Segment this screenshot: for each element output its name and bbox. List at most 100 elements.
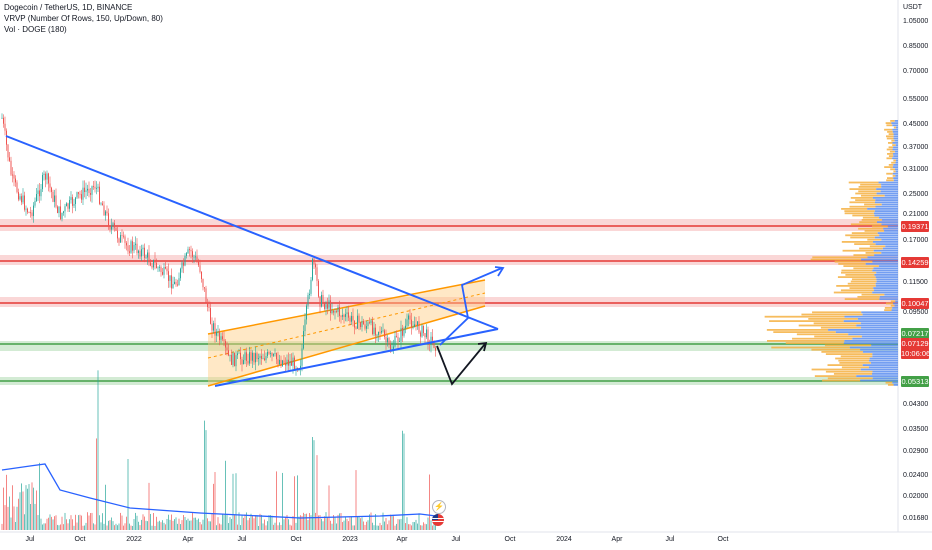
vrvp-row-down bbox=[855, 199, 876, 201]
vrvp-row-down bbox=[884, 128, 893, 131]
candle-body bbox=[243, 360, 244, 365]
vrvp-row-up bbox=[893, 153, 898, 155]
vrvp-row-up bbox=[893, 164, 898, 166]
candle-body bbox=[183, 262, 184, 266]
candle-body bbox=[135, 243, 136, 245]
volume-bar bbox=[228, 523, 229, 530]
time-axis-tick: 2024 bbox=[556, 536, 572, 543]
candle-body bbox=[288, 359, 289, 366]
price-axis-tick: 0.17000 bbox=[903, 237, 929, 244]
candle-body bbox=[3, 117, 4, 124]
candle-body bbox=[337, 306, 339, 312]
vrvp-legend[interactable]: VRVP (Number Of Rows, 150, Up/Down, 80) bbox=[4, 14, 163, 23]
vrvp-row-down bbox=[884, 307, 893, 309]
descending-trendline[interactable] bbox=[5, 135, 499, 330]
candle-body bbox=[402, 327, 403, 336]
candle-body bbox=[279, 359, 280, 365]
vrvp-row-up bbox=[875, 285, 898, 287]
vrvp-row-down bbox=[813, 322, 861, 325]
vrvp-row-down bbox=[841, 269, 873, 272]
volume-bar bbox=[325, 512, 327, 530]
volume-bar bbox=[336, 523, 337, 530]
vrvp-row-up bbox=[881, 223, 898, 226]
candle-body bbox=[223, 339, 225, 342]
ascending-trendline[interactable] bbox=[214, 328, 499, 387]
volume-bar bbox=[76, 522, 78, 530]
candle-body bbox=[316, 267, 318, 281]
symbol-legend[interactable]: Dogecoin / TetherUS, 1D, BINANCE bbox=[4, 3, 133, 12]
candle-body bbox=[418, 321, 420, 333]
vrvp-row-down bbox=[849, 205, 876, 208]
vrvp-row-down bbox=[824, 344, 872, 347]
volume-bar bbox=[397, 519, 399, 530]
bullish-projection-arrow[interactable] bbox=[439, 267, 503, 346]
price-axis-tick: 0.21000 bbox=[903, 211, 929, 218]
vol-legend[interactable]: Vol · DOGE (180) bbox=[4, 25, 67, 34]
candle-body bbox=[217, 331, 219, 333]
candle-body bbox=[63, 211, 64, 213]
candle-body bbox=[234, 352, 235, 367]
candle-body bbox=[67, 203, 69, 209]
vrvp-row-up bbox=[875, 282, 898, 285]
candle-body bbox=[387, 338, 388, 343]
us-flag-icon[interactable] bbox=[432, 514, 444, 526]
vrvp-row-up bbox=[893, 179, 898, 182]
candle-body bbox=[327, 304, 328, 309]
vrvp-row-up bbox=[892, 172, 898, 175]
vrvp-row-up bbox=[880, 190, 898, 193]
vrvp-row-down bbox=[855, 192, 877, 195]
volume-bar bbox=[310, 515, 312, 530]
support-zone-005313[interactable] bbox=[0, 377, 898, 385]
volume-bar bbox=[243, 517, 244, 530]
time-axis-tick: Oct bbox=[74, 536, 86, 543]
volume-bar bbox=[229, 517, 231, 530]
volume-bar bbox=[82, 525, 84, 530]
candle-body bbox=[151, 265, 153, 268]
vrvp-row-up bbox=[895, 170, 898, 173]
volume-bar bbox=[72, 519, 73, 530]
volume-bar bbox=[414, 522, 415, 530]
vrvp-row-up bbox=[867, 208, 898, 210]
candle-body bbox=[426, 329, 427, 338]
price-level-label: 0.19371 bbox=[901, 221, 929, 232]
candle-body bbox=[265, 356, 267, 361]
candle-body bbox=[108, 213, 109, 227]
ascending-channel[interactable] bbox=[208, 280, 485, 386]
resistance-zone-010047[interactable] bbox=[0, 297, 898, 307]
volume-bar bbox=[289, 524, 291, 530]
vrvp-row-up bbox=[881, 219, 898, 221]
vrvp-row-down bbox=[841, 366, 869, 369]
candle-body bbox=[69, 200, 70, 209]
candle-body bbox=[238, 352, 240, 354]
lightning-icon[interactable]: ⚡ bbox=[432, 500, 446, 514]
volume-bar bbox=[420, 525, 421, 530]
candle-body bbox=[78, 192, 79, 194]
candle-body bbox=[364, 324, 366, 329]
vrvp-row-up bbox=[894, 304, 898, 307]
vrvp-row-up bbox=[892, 307, 898, 309]
volume-bar bbox=[307, 519, 309, 530]
resistance-zone-019371[interactable] bbox=[0, 219, 898, 231]
vrvp-row-down bbox=[869, 245, 886, 248]
bearish-projection-arrow[interactable] bbox=[436, 343, 486, 386]
candle-body bbox=[121, 235, 123, 236]
vrvp-row-up bbox=[865, 263, 898, 265]
support-zone-007217[interactable] bbox=[0, 341, 898, 351]
resistance-zone-014259[interactable] bbox=[0, 255, 898, 265]
price-axis-tick: 0.02900 bbox=[903, 448, 929, 455]
candle-body bbox=[49, 183, 51, 188]
volume-bar bbox=[394, 525, 396, 530]
volume-bar bbox=[373, 525, 375, 530]
vrvp-row-up bbox=[861, 311, 898, 314]
volume-bar bbox=[363, 521, 364, 530]
volume-bar bbox=[199, 522, 201, 530]
volume-bar bbox=[9, 496, 10, 530]
price-level-label: 0.05313 bbox=[901, 376, 929, 387]
volume-bar bbox=[348, 521, 349, 530]
candle-body bbox=[334, 311, 336, 313]
volume-bar bbox=[369, 514, 370, 530]
candle-body bbox=[273, 353, 274, 356]
candle-body bbox=[12, 174, 13, 176]
volume-bar bbox=[12, 485, 13, 530]
